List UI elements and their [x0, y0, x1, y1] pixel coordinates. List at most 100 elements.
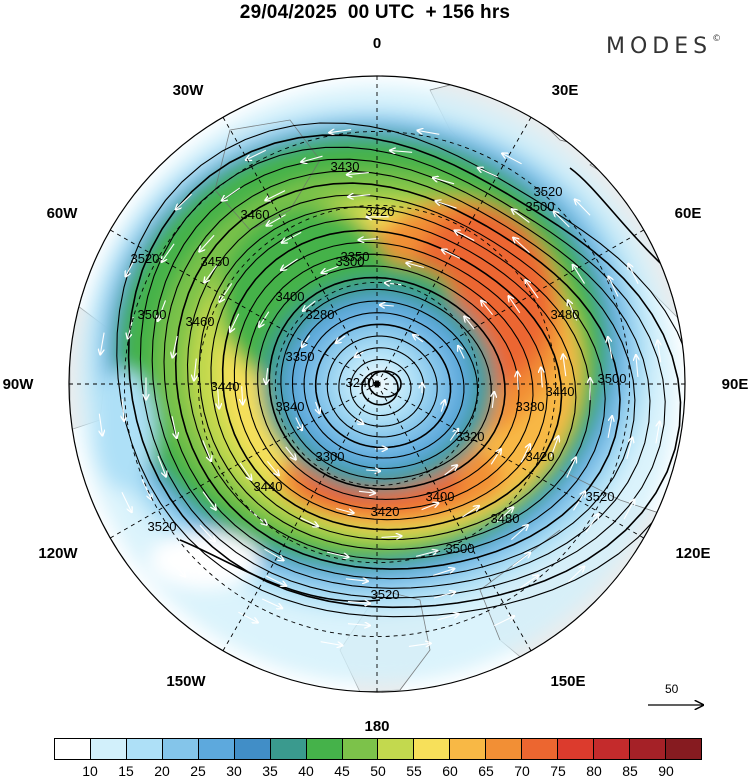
wind-vector	[575, 200, 591, 216]
colorbar-swatch	[198, 739, 235, 759]
wind-vector	[264, 548, 284, 560]
colorbar-swatch	[594, 739, 630, 759]
wind-vector	[230, 313, 240, 332]
colorbar-swatch	[450, 739, 487, 759]
wind-vector	[493, 616, 514, 627]
longitude-labels: 0 30E 60E 90E 120E 150E 180 150W 120W 90…	[3, 35, 749, 735]
lon-label-120e: 120E	[675, 545, 710, 562]
wind-vector	[609, 277, 619, 297]
colorbar-swatch	[486, 739, 523, 759]
wind-vector	[380, 305, 394, 306]
contour-label: 3500	[446, 541, 475, 556]
wind-vector	[492, 392, 494, 408]
svg-text:3500: 3500	[598, 371, 627, 386]
wind-vector	[490, 449, 501, 465]
wind-vector	[316, 401, 320, 413]
wind-vector	[158, 300, 167, 321]
chart-title: 29/04/2025 00 UTC + 156 hrs	[239, 2, 511, 23]
colorbar-swatch	[342, 739, 379, 759]
colorbar-swatch	[126, 739, 163, 759]
lon-label-0: 0	[373, 35, 381, 52]
contour-label: 3240	[346, 375, 375, 390]
svg-text:3500: 3500	[526, 199, 555, 214]
wind-vector	[176, 193, 192, 209]
colorbar-swatch	[630, 739, 666, 759]
svg-text:3350: 3350	[286, 349, 315, 364]
map-boundary	[68, 75, 686, 693]
contour-label: 3450	[201, 254, 230, 269]
height-contour	[221, 229, 563, 531]
wind-vector	[162, 243, 175, 262]
wind-vector	[390, 151, 413, 153]
height-contour	[186, 194, 606, 560]
contour-label: 3480	[551, 307, 580, 322]
colorbar-tick-label: 20	[154, 763, 170, 779]
wind-vector	[358, 491, 375, 493]
wind-vector	[169, 560, 185, 577]
wind-vector	[173, 335, 178, 358]
wind-vector	[413, 335, 424, 343]
colorbar-tick-label: 75	[550, 763, 566, 779]
height-contour	[338, 347, 425, 427]
wind-vector	[266, 368, 268, 384]
wind-vector	[525, 280, 539, 299]
wind-vector	[478, 168, 499, 178]
wind-vector	[261, 598, 282, 608]
svg-text:3430: 3430	[331, 159, 360, 174]
meridian-line	[110, 383, 378, 539]
svg-text:3520: 3520	[586, 489, 615, 504]
wind-vector	[295, 417, 302, 431]
wind-vector	[303, 300, 316, 311]
wind-vector	[502, 154, 522, 165]
contour-label: 3300	[316, 449, 345, 464]
wind-vector	[608, 337, 613, 359]
pole-marker	[374, 381, 380, 387]
svg-text:3440: 3440	[254, 479, 283, 494]
wind-vector	[281, 258, 298, 270]
contour-label: 3460	[241, 207, 270, 222]
wind-vector	[381, 536, 402, 537]
wind-vector	[239, 462, 251, 480]
wind-vector	[464, 317, 475, 330]
wind-vector	[202, 440, 211, 461]
wind-vector	[626, 438, 633, 460]
wind-vector	[496, 507, 513, 523]
svg-text:3500: 3500	[138, 307, 167, 322]
height-contour	[280, 288, 492, 480]
contour-label: 3350	[341, 249, 370, 264]
colorbar-tick-label: 60	[442, 763, 458, 779]
colorbar-swatch	[378, 739, 415, 759]
svg-text:3350: 3350	[341, 249, 370, 264]
contour-label: 3500	[598, 371, 627, 386]
svg-text:3280: 3280	[306, 307, 335, 322]
colorbar-tick-label: 35	[262, 763, 278, 779]
height-contour	[151, 158, 651, 589]
contour-label: 3340	[276, 399, 305, 414]
lon-label-60w: 60W	[47, 205, 79, 222]
wind-vector	[607, 416, 612, 438]
wind-vector	[585, 514, 599, 533]
wind-vector	[282, 231, 302, 242]
height-contour	[163, 170, 636, 580]
contour-label: 3520	[586, 489, 615, 504]
wind-vector	[100, 332, 105, 355]
lon-label-90w: 90W	[3, 376, 35, 393]
wind-vector	[246, 149, 267, 160]
wind-vector	[573, 265, 585, 284]
meridian-line	[376, 117, 532, 385]
wind-vector	[433, 569, 454, 576]
wind-vector	[329, 130, 352, 133]
svg-text:3520: 3520	[148, 519, 177, 534]
colorbar-swatch	[665, 739, 701, 759]
svg-text:3520: 3520	[371, 587, 400, 602]
lon-label-30e: 30E	[552, 82, 579, 99]
wind-vector	[418, 131, 440, 135]
wind-vector	[462, 506, 479, 518]
height-contour	[174, 182, 621, 570]
colorbar-tick-label: 80	[586, 763, 602, 779]
svg-text:3480: 3480	[491, 511, 520, 526]
contour-label: 3480	[491, 511, 520, 526]
wind-vector	[220, 283, 233, 301]
contour-label: 3440	[211, 379, 240, 394]
wind-vector	[285, 446, 296, 460]
